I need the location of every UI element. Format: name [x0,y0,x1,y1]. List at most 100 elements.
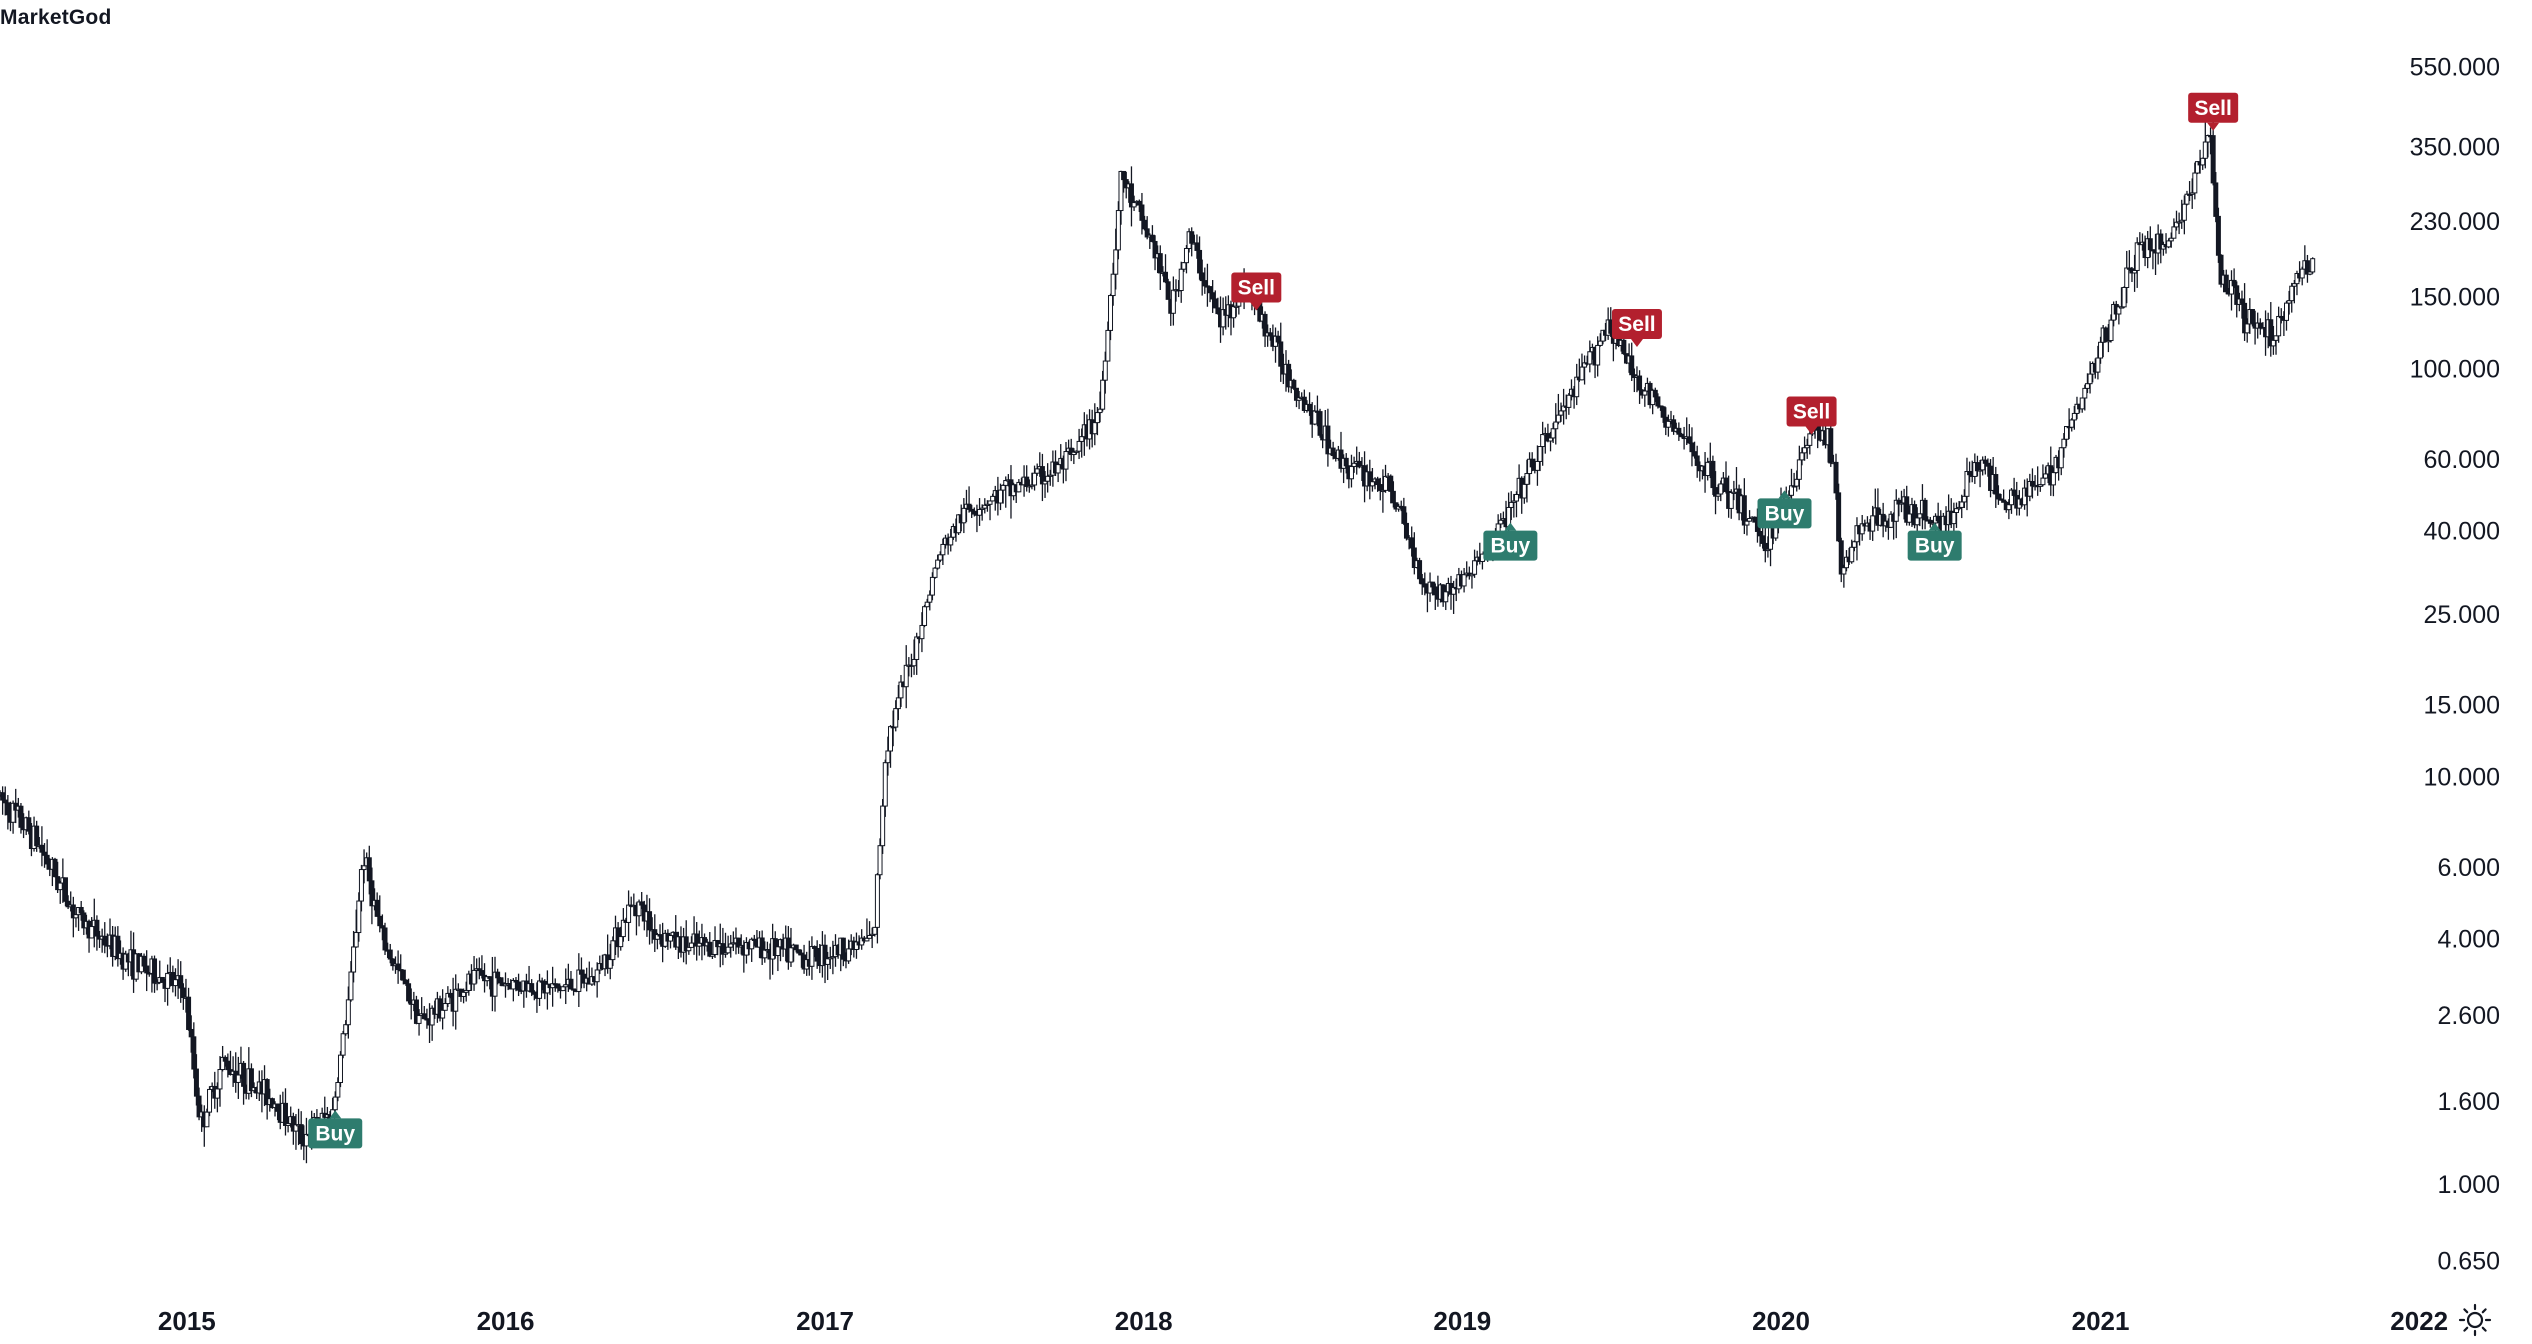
time-axis[interactable]: 2015 2016 2017 2018 2019 2020 2021 2022 [158,1306,2448,1336]
candle [2158,229,2164,264]
candle [152,955,158,993]
candle [476,957,482,980]
price-tick-label: 60.000 [2424,446,2500,474]
sell-signal[interactable]: Sell [1611,309,1662,348]
price-tick-label: 10.000 [2424,763,2500,791]
candle [1286,359,1292,393]
candle [1587,340,1593,373]
year-tick-label: 2022 [2390,1306,2448,1336]
candle [52,857,58,878]
candle [303,1117,309,1164]
candle [191,1022,197,1079]
candle [70,896,76,938]
sell-signal[interactable]: Sell [1231,272,1282,311]
candle [356,892,362,942]
signal-label: Buy [1915,535,1955,558]
candle [2035,466,2041,496]
candle [2218,254,2224,288]
candle [1076,428,1082,460]
candle [1574,363,1580,406]
candle [2310,257,2316,274]
candle [193,1054,199,1106]
candle [1262,311,1268,348]
candle [966,486,972,513]
candle [576,953,582,1007]
candle [1390,481,1396,508]
candle [1417,557,1423,584]
candle [2116,305,2122,325]
candle [217,1056,223,1107]
year-tick-label: 2016 [477,1306,535,1336]
candle [2108,314,2114,343]
candle [1694,445,1700,478]
price-axis[interactable]: 550.000 350.000 230.000 150.000 100.000 60.00… [2410,53,2500,1275]
candle [694,922,700,961]
price-tick-label: 2.600 [2437,1002,2500,1030]
sell-signal[interactable]: Sell [2188,92,2239,131]
candle [115,926,121,967]
buy-signal[interactable]: Buy [1483,522,1538,561]
candle [898,674,904,707]
candle [1964,457,1970,511]
candle [1642,387,1648,407]
candle [2299,266,2305,286]
candle [874,872,880,944]
candle [903,645,909,709]
candle [2215,207,2221,263]
candle [1833,453,1839,500]
settings-button[interactable] [2458,1303,2492,1337]
price-tick-label: 40.000 [2424,518,2500,546]
buy-signal[interactable]: Buy [1757,490,1812,529]
candle [2001,489,2007,503]
candle [2171,218,2177,239]
candle [1317,408,1323,438]
candle [2213,172,2219,223]
candle [1220,297,1226,336]
candle [647,898,653,945]
candle [853,932,859,959]
candle [1859,514,1865,541]
candle [568,971,574,990]
candle [1893,489,1899,539]
candle [1854,517,1860,561]
buy-signal[interactable]: Buy [1907,522,1962,561]
candle [1838,537,1844,583]
candle [186,987,192,1031]
candle [1796,445,1802,490]
sell-signal[interactable]: Sell [1786,396,1837,435]
candle [1032,465,1038,491]
candle [529,979,535,997]
candle [2268,302,2274,357]
candle [395,950,401,984]
candle [1744,518,1750,536]
price-tick-label: 15.000 [2424,691,2500,719]
candle [929,572,935,601]
candle [1045,463,1051,493]
year-tick-label: 2017 [796,1306,854,1336]
candle [1383,464,1389,493]
signal-markers: Buy Sell Buy Sell Buy Sell Buy Sell [308,92,2239,1149]
candle [1100,370,1106,412]
candle [793,944,799,953]
candle [1149,225,1155,243]
candle [2008,488,2014,514]
candle [1312,405,1318,426]
candle [57,880,63,904]
candle [1108,293,1114,341]
candle [2082,384,2088,411]
candle [471,956,477,991]
candle [248,1063,254,1098]
candle [453,974,459,1030]
candle [424,1008,430,1029]
candle [2011,477,2017,497]
candle [1144,216,1150,240]
candle [620,908,626,942]
candle [2050,467,2056,497]
candle [974,504,980,533]
candle [1443,585,1449,611]
buy-signal[interactable]: Buy [308,1110,363,1149]
year-tick-label: 2020 [1752,1306,1810,1336]
candle [809,936,815,980]
price-tick-label: 1.600 [2437,1088,2500,1116]
